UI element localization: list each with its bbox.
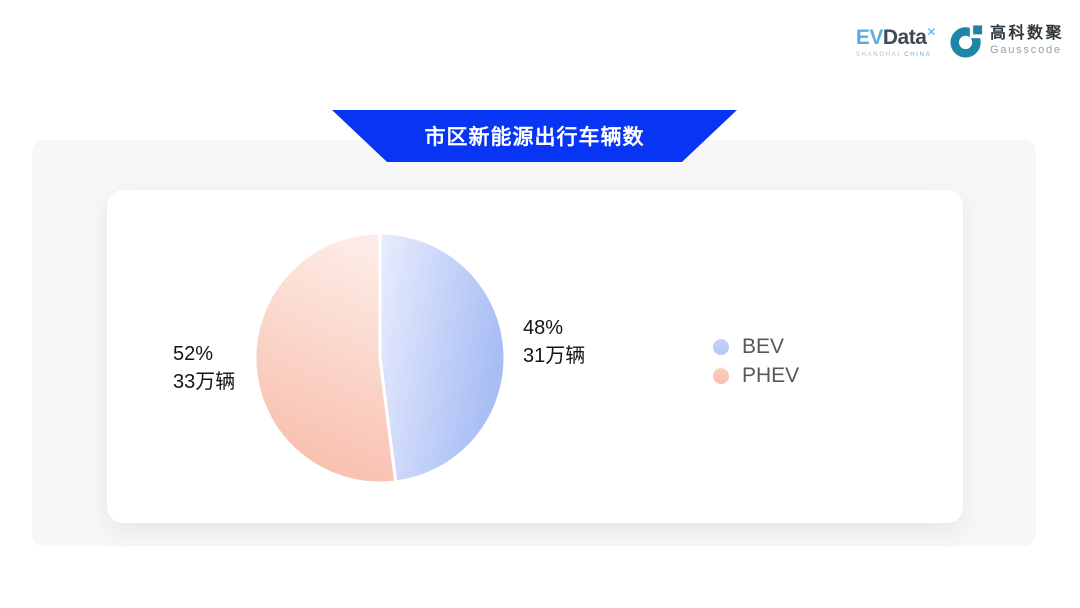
- evdata-subtext-china: CHINA: [904, 52, 932, 58]
- gausscode-name-en: Gausscode: [989, 44, 1062, 56]
- phev-percent-label: 52%: [173, 343, 214, 365]
- evdata-logo-subtext: SHANGHAI CHINA: [856, 52, 932, 58]
- evdata-logo: EVData✕ SHANGHAI CHINA: [855, 24, 937, 58]
- legend-dot-bev-icon: [713, 338, 729, 355]
- gausscode-logo: 高科数聚 Gausscode: [950, 24, 1064, 58]
- evdata-logo-text: EVData✕: [855, 25, 937, 49]
- legend-label-bev: BEV: [742, 334, 785, 358]
- chart-card: 52% 33万辆 48% 31万辆 BEV PHEV: [107, 190, 963, 523]
- legend-label-phev: PHEV: [742, 363, 800, 387]
- legend-item-phev[interactable]: PHEV: [713, 361, 799, 390]
- legend-item-bev[interactable]: BEV: [713, 332, 799, 361]
- pie-slice-phev[interactable]: [253, 231, 398, 485]
- pie-label-bev: 48% 31万辆: [523, 314, 585, 370]
- bev-percent-label: 48%: [523, 317, 564, 339]
- gausscode-name-cn: 高科数聚: [989, 25, 1064, 42]
- chart-legend: BEV PHEV: [713, 332, 799, 390]
- phev-value-label: 33万辆: [173, 371, 236, 393]
- legend-dot-phev-icon: [713, 367, 729, 384]
- evdata-logo-data: Data: [882, 26, 927, 49]
- pie-chart: [240, 218, 520, 498]
- bev-value-label: 31万辆: [523, 345, 586, 367]
- evdata-subtext-shanghai: SHANGHAI: [855, 52, 901, 58]
- gausscode-logo-text: 高科数聚 Gausscode: [990, 26, 1064, 56]
- pie-slice-bev[interactable]: [378, 231, 507, 484]
- page-title: 市区新能源出行车辆数: [424, 126, 645, 149]
- pie-label-phev: 52% 33万辆: [173, 340, 235, 396]
- header-logos: EVData✕ SHANGHAI CHINA 高科数聚 Gausscode: [856, 24, 1064, 58]
- evdata-logo-ev: EV: [855, 26, 884, 49]
- title-banner: 市区新能源出行车辆数: [332, 110, 737, 162]
- evdata-x-icon: ✕: [926, 25, 936, 39]
- gausscode-mark-icon: [950, 24, 984, 58]
